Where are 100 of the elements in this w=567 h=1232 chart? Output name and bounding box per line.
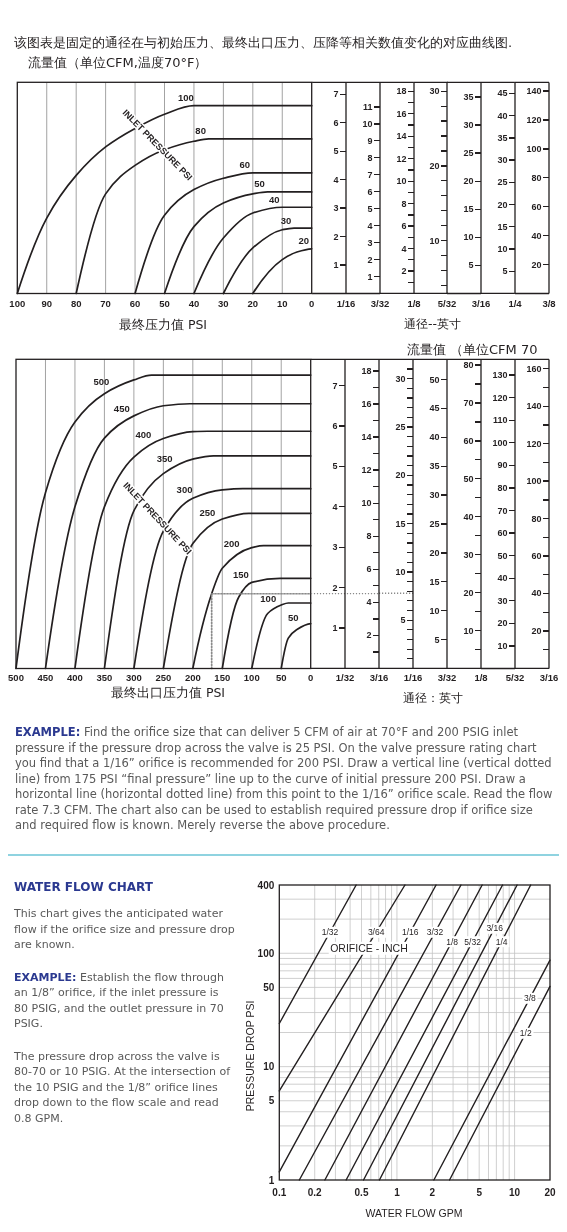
- y-tick-label: 10: [463, 625, 474, 636]
- x-tick-label: 500: [8, 672, 24, 683]
- y-tick-label: 20: [395, 470, 406, 481]
- y-tick-label: 5: [333, 146, 339, 157]
- y-tick-label: 10: [361, 498, 372, 509]
- x-axis-title: 最终出口压力值 PSI: [110, 684, 226, 700]
- y-tick-label: 14: [361, 432, 372, 443]
- series-label: 400: [135, 429, 152, 441]
- y-tick-label: 20: [497, 618, 508, 629]
- y-tick-label: 6: [366, 564, 372, 575]
- x-tick-label: 60: [129, 298, 141, 309]
- y-tick-label: 50: [263, 981, 275, 993]
- y-tick-label: 35: [463, 91, 474, 102]
- series-label: 80: [195, 125, 206, 137]
- x-tick-label: 100: [9, 298, 26, 309]
- y-tick-label: 9: [367, 135, 373, 146]
- series-label: 1/4: [495, 936, 508, 947]
- chart-title: 该图表是固定的通径在与初始压力、最终出口压力、压降等相关数值变化的对应曲线图.: [14, 34, 513, 50]
- y-tick-label: 6: [333, 117, 339, 128]
- y-tick-label: 15: [463, 204, 474, 215]
- x-tick-label: 1/16: [336, 298, 355, 309]
- y-tick-label: 6: [332, 421, 338, 432]
- x-tick-label: 5/32: [505, 671, 525, 683]
- x-tick-label: 350: [96, 672, 113, 683]
- x-tick-label: 80: [70, 298, 82, 309]
- x-tick-label: 100: [243, 672, 260, 683]
- y-tick-label: 40: [497, 110, 508, 121]
- series-label: 1/16: [401, 927, 419, 938]
- y-tick-label: 140: [526, 86, 542, 97]
- y-tick-label: 4: [367, 220, 373, 231]
- series-label: 500: [93, 376, 110, 388]
- x-tick-label: 0.2: [307, 1186, 323, 1198]
- y-tick-label: 10: [429, 605, 440, 616]
- y-tick-label: 6: [367, 186, 373, 197]
- y-tick-label: 11: [362, 101, 373, 112]
- x-tick-label: 3/32: [437, 671, 457, 683]
- series-label: 60: [239, 159, 251, 171]
- y-tick-label: 50: [463, 473, 474, 484]
- y-tick-label: 20: [463, 587, 474, 598]
- x-tick-label: 3/8: [542, 297, 556, 309]
- y-tick-label: 20: [463, 176, 474, 187]
- y-tick-label: 20: [531, 259, 542, 270]
- y-tick-label: 10: [362, 118, 373, 129]
- x-tick-label: 5: [476, 1186, 483, 1198]
- y-tick-label: 1: [332, 623, 338, 634]
- series-label: 3/16: [486, 923, 504, 934]
- y-tick-label: 30: [463, 549, 474, 560]
- y-tick-label: 5: [468, 260, 474, 271]
- y-tick-label: 25: [497, 177, 508, 188]
- y-tick-label: 50: [497, 550, 508, 561]
- series-label: 350: [156, 453, 173, 464]
- x-axis-title: 最终压力值 PSI: [118, 316, 208, 332]
- text: EXAMPLE:: [15, 725, 81, 739]
- x-tick-label: 0.1: [272, 1186, 287, 1198]
- x-tick-label: 1/4: [508, 298, 523, 309]
- y-tick-label: 14: [396, 131, 406, 142]
- y-tick-label: 7: [332, 380, 338, 391]
- x-tick-label: 3/16: [540, 671, 559, 683]
- series-label: 150: [232, 569, 249, 581]
- annotation: ORIFICE - INCH: [330, 942, 408, 955]
- y-tick-label: 60: [531, 201, 542, 212]
- x-tick-label: 10: [276, 298, 288, 309]
- x-tick-label: 1/16: [403, 671, 423, 683]
- y-tick-label: 8: [367, 152, 373, 163]
- x-tick-label: 70: [100, 298, 111, 309]
- x-tick-label: 250: [155, 672, 172, 683]
- x-tick-label: 90: [41, 298, 53, 309]
- y-tick-label: 10: [463, 232, 474, 243]
- y-tick-label: 40: [429, 432, 440, 443]
- y-tick-label: 10: [497, 244, 508, 255]
- y-tick-label: 8: [366, 531, 372, 542]
- x-tick-label: 30: [218, 298, 229, 309]
- x-tick-label: 3/32: [370, 297, 389, 309]
- y-tick-label: 60: [463, 435, 474, 446]
- text: EXAMPLE:: [14, 970, 77, 984]
- y-tick-label: 70: [463, 397, 474, 408]
- x-tick-label: 0: [308, 672, 314, 683]
- x-axis-title: 通径--英寸: [403, 316, 461, 332]
- series-label: 1/2: [519, 1028, 532, 1039]
- x-tick-label: 5/32: [438, 298, 457, 309]
- chart-title: 流量值 （单位CFM 70: [407, 341, 538, 357]
- y-tick-label: 2: [367, 254, 373, 265]
- x-tick-label: 400: [67, 672, 83, 683]
- y-tick-label: 30: [463, 120, 474, 131]
- chart-subtitle: 流量值（单位CFM,温度70°F）: [28, 54, 208, 70]
- y-tick-label: 100: [492, 437, 508, 448]
- series-label: 3/8: [523, 993, 537, 1004]
- y-tick-label: 20: [497, 199, 508, 210]
- x-tick-label: 3/16: [472, 297, 491, 309]
- y-tick-label: 15: [429, 576, 440, 587]
- y-tick-label: 25: [429, 519, 440, 530]
- y-tick-label: 20: [429, 547, 440, 558]
- series-label: 20: [298, 235, 309, 247]
- y-tick-label: 7: [367, 169, 373, 180]
- y-tick-label: 40: [497, 573, 508, 584]
- y-tick-label: 8: [401, 198, 406, 209]
- y-tick-label: 5: [502, 266, 508, 277]
- x-tick-label: 0.5: [354, 1186, 369, 1198]
- y-tick-label: 40: [531, 230, 542, 241]
- text: The pressure drop across the valve is 80-70 or 10 PSIG. At the intersection of the 10 PSIG and the 1/8” orifice lines drop down to the flow scale and read 0.8 GPM.: [14, 1048, 232, 1126]
